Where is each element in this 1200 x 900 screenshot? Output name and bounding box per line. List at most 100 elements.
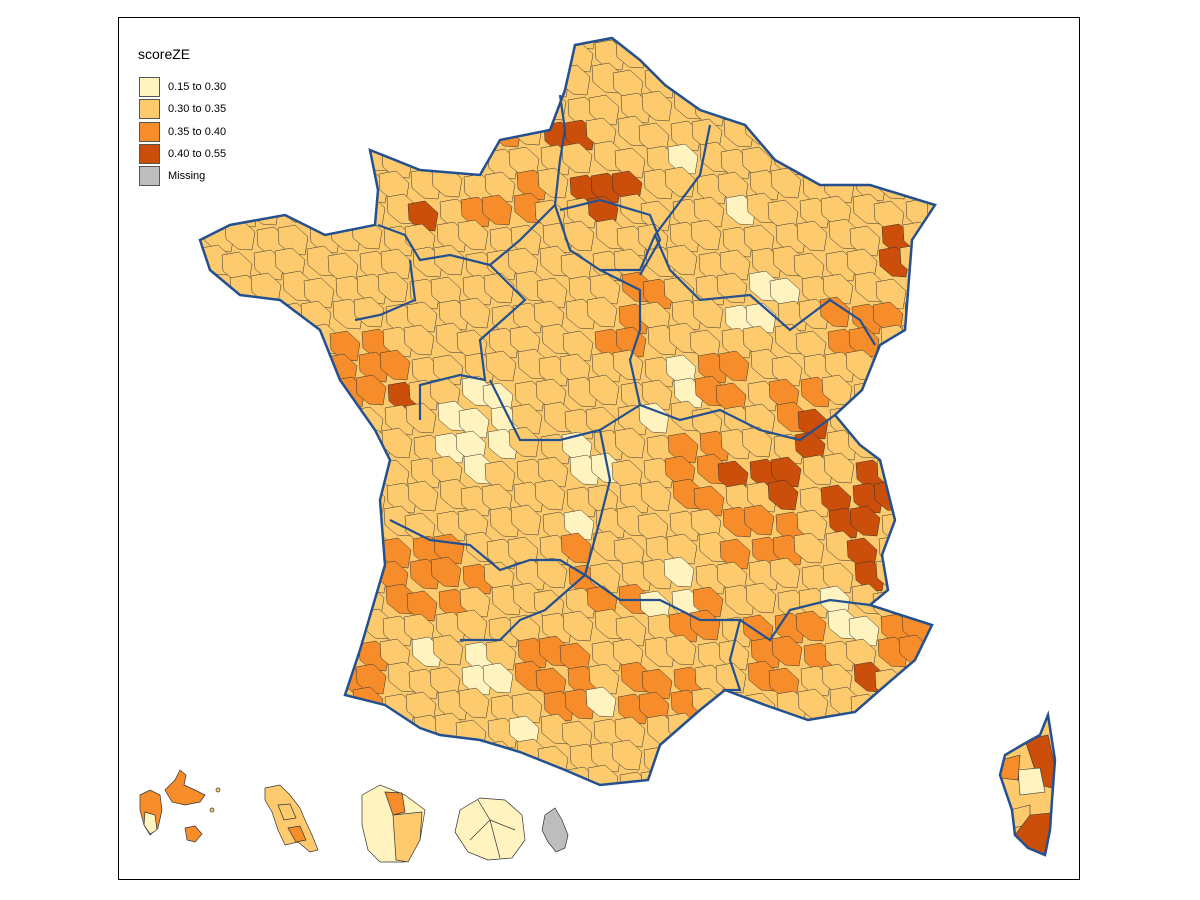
employment-zone [457,219,489,251]
employment-zone [464,63,496,95]
employment-zone [278,692,310,724]
employment-zone [906,377,935,409]
employment-zone [853,381,885,413]
employment-zone [225,687,257,719]
employment-zone [847,147,879,179]
employment-zone [223,40,255,72]
employment-zone [249,382,281,414]
employment-zone [880,44,912,76]
employment-zone [333,486,365,518]
employment-zone [639,38,671,44]
employment-zone [254,148,286,180]
employment-zone [481,194,513,226]
employment-zone [589,562,621,594]
employment-zone [333,197,365,229]
employment-zone [227,485,259,517]
employment-zone [898,65,930,97]
employment-zone [923,508,935,540]
employment-zone [747,91,779,123]
employment-zone [614,716,646,748]
employment-zone [200,634,231,666]
employment-zone [231,641,263,673]
legend-item: Missing [139,166,206,187]
employment-zone [693,485,725,517]
employment-zone [517,68,549,100]
employment-zone [484,171,516,203]
employment-zone [204,689,236,721]
employment-zone [903,689,935,721]
employment-zone [277,224,309,256]
employment-zone [536,557,568,589]
employment-zone [461,95,493,127]
employment-zone [745,582,777,614]
employment-zone [563,509,595,541]
employment-zone [928,563,935,595]
employment-zone [200,198,227,230]
legend-title: scoreZE [138,46,191,62]
employment-zone [201,432,233,464]
employment-zone [438,38,470,42]
employment-zone [252,350,284,382]
employment-zone [257,694,289,726]
employment-zone [200,668,207,700]
employment-zone [904,38,935,42]
region-border [389,429,612,577]
employment-zone [308,612,340,644]
employment-zone [334,96,366,128]
employment-zone [771,66,803,98]
employment-zone [276,614,308,646]
employment-zone [300,589,332,621]
employment-zone [257,405,289,437]
employment-zone [223,609,255,641]
employment-zone [277,504,309,536]
employment-zone [459,586,491,618]
employment-zone [352,117,384,149]
employment-zone [202,42,234,74]
employment-zone [304,745,336,777]
employment-zone [455,141,487,173]
martinique [264,784,319,853]
employment-zone [930,352,935,384]
employment-zone [897,744,929,776]
employment-zone [482,662,514,694]
employment-zone [255,616,287,648]
employment-zone [509,38,541,68]
employment-zone [879,714,911,746]
employment-zone [325,743,357,775]
employment-zone [202,322,234,354]
employment-zone [664,166,696,198]
employment-zone [796,220,828,252]
employment-zone [387,92,419,124]
employment-zone [588,94,620,126]
employment-zone [933,40,935,72]
employment-zone [614,427,646,459]
employment-zone [514,91,546,123]
employment-zone [205,299,237,331]
guadeloupe [139,769,221,843]
legend-label: Missing [168,170,206,183]
employment-zone [301,479,333,511]
employment-zone [439,767,471,785]
employment-zone [611,739,643,771]
employment-zone [305,635,337,667]
employment-zone [745,38,777,45]
legend-swatch [139,99,160,120]
employment-zone [482,93,514,125]
legend-swatch [139,143,160,164]
employment-zone [668,42,700,74]
employment-zone [897,455,929,487]
region-border [354,259,417,322]
employment-zone [852,771,884,785]
employment-zone [871,402,903,434]
employment-zone [333,766,365,785]
legend-label: 0.40 to 0.55 [168,147,227,160]
region-border [559,198,662,276]
employment-zone [510,224,542,256]
employment-zone [226,586,258,618]
employment-zone [696,742,728,774]
employment-zone [302,667,334,699]
employment-zone [306,534,338,566]
employment-zone [200,691,204,723]
employment-zone [331,119,363,151]
